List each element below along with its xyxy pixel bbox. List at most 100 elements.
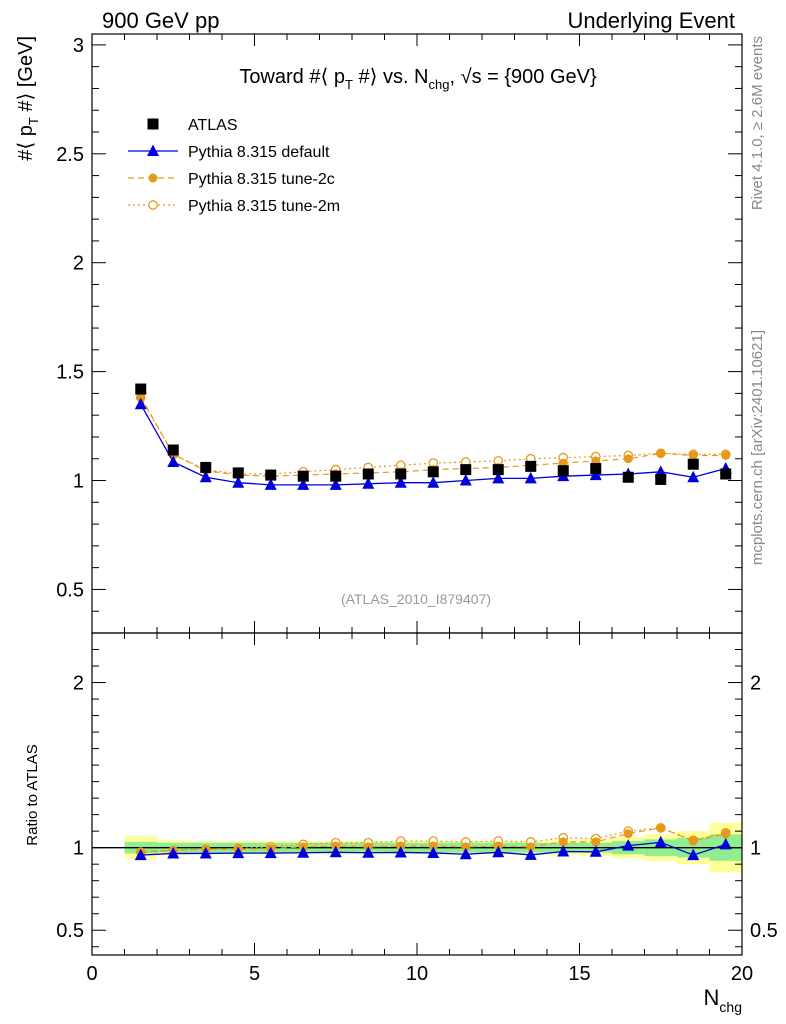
header-right: Underlying Event [567,8,735,33]
ratio-data-point [687,848,700,861]
data-point [362,468,374,480]
data-point [525,460,537,472]
ratio-data-point [654,835,667,848]
data-point [167,455,180,468]
x-tick-label: 0 [86,963,97,985]
x-axis-label: Nchg [704,985,742,1015]
chart-title: Toward #⟨ pT #⟩ vs. Nchg, √s = {900 GeV} [239,66,597,92]
data-point [200,461,212,473]
ratio-data-point [232,846,245,859]
x-tick-label: 5 [249,963,260,985]
data-point [492,471,505,484]
data-point [721,450,731,460]
main-y-axis-label: #⟨ pT #⟩ [GeV] [15,36,41,161]
ratio-data-point [134,848,147,861]
data-point [656,448,666,458]
ratio-data-point [656,823,666,833]
data-point [362,477,375,489]
ratio-series-default [134,835,732,861]
ratio-data-point [591,837,601,847]
ratio-data-point [428,841,438,851]
x-tick-label: 15 [568,963,590,985]
legend-marker [147,118,159,130]
ratio-data-point [329,845,342,858]
data-point [459,474,472,486]
data-point [590,463,602,475]
ratio-y-tick-label-right: 0.5 [750,920,778,942]
ratio-data-point [589,845,602,857]
data-point [557,465,569,477]
y-tick-label: 2 [73,253,84,275]
x-tick-label: 20 [731,963,753,985]
data-point [134,397,147,410]
data-point [265,469,277,481]
data-point [232,467,244,479]
data-point [687,470,700,483]
data-point [622,471,634,483]
data-point [199,470,212,483]
analysis-watermark: (ATLAS_2010_I879407) [341,591,491,607]
ratio-plot-frame [91,632,743,956]
rivet-version-label: Rivet 4.1.0, ≥ 2.6M events [749,36,766,210]
legend-entry-tune2c: Pythia 8.315 tune-2c [128,171,335,188]
axes-layer: 0 5 10 15 20 0.5 1 1.5 2 2.5 3 0.5 0.5 1 1 2 2 [56,33,778,985]
ratio-data-point [427,846,440,858]
data-point [688,450,698,460]
series-data [135,383,732,485]
ratio-data-point [558,837,568,847]
data-point [589,468,602,481]
mcplots-label: mcplots.cern.ch [arXiv:2401.10621] [749,330,766,565]
ratio-data-point [297,846,310,858]
data-point [167,444,179,456]
ratio-y-axis-label: Ratio to ATLAS [24,744,41,845]
data-point [720,468,732,480]
legend-marker [148,173,158,183]
ratio-data-point [721,829,731,839]
legend-label: Pythia 8.315 default [188,144,330,161]
ratio-y-tick-label-right: 2 [750,673,761,695]
ratio-data-point [492,845,505,858]
data-point [655,473,667,485]
data-point [135,383,147,395]
ratio-data-point [688,836,698,846]
ratio-y-tick-label: 1 [73,838,84,860]
legend-entry-data: ATLAS [147,117,238,134]
ratio-data-point [526,842,536,852]
y-tick-label: 0.5 [56,579,84,601]
data-point [427,476,440,488]
data-point [297,478,310,490]
ratio-y-tick-label: 2 [73,673,84,695]
ratio-data-point [623,829,633,839]
data-point [427,466,439,478]
data-point [460,464,472,476]
legend-marker [148,200,158,210]
ratio-data-point [362,846,375,858]
ratio-data-point [719,837,732,850]
y-tick-label: 2.5 [56,144,84,166]
y-tick-label: 1 [73,471,84,493]
y-tick-label: 3 [73,35,84,57]
ratio-data-point [459,847,472,860]
data-point [623,454,633,464]
data-point [329,478,342,490]
ratio-data-point [167,846,180,859]
x-tick-label: 10 [406,963,428,985]
data-point [395,468,407,480]
data-point [264,478,277,490]
data-point [394,476,407,488]
ratio-data-point [622,839,635,851]
data-point [687,458,699,470]
data-point [492,464,504,476]
ratio-data-point [524,848,537,860]
data-point [297,470,309,482]
legend-label: ATLAS [188,117,238,134]
ratio-data-point [461,842,471,852]
legend: ATLAS Pythia 8.315 default Pythia 8.315 tu… [128,117,340,215]
legend-label: Pythia 8.315 tune-2m [188,198,340,215]
ratio-data-point [264,846,277,859]
legend-entry-default: Pythia 8.315 default [128,144,330,161]
ratio-y-tick-label: 0.5 [56,920,84,942]
ratio-y-tick-label-right: 1 [750,838,761,860]
ratio-data-point [199,846,212,859]
